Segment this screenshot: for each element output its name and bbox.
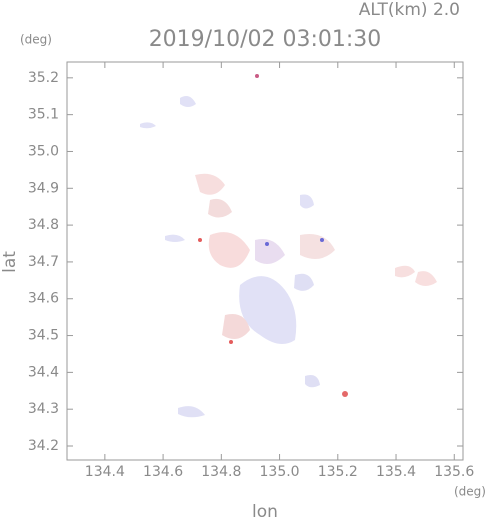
y-tick-label: 35.0 <box>28 143 59 159</box>
axes: 134.4 134.6 134.8 135.0 135.2 135.4 135.6 34.2 3… <box>28 62 474 480</box>
y-tick-label: 34.8 <box>28 217 59 233</box>
y-axis-label: lat <box>0 251 20 273</box>
annotation: ALT(km) 2.0 <box>359 0 460 20</box>
x-unit: (deg) <box>454 485 486 499</box>
y-unit: (deg) <box>20 33 52 47</box>
y-tick-label: 34.2 <box>28 438 59 454</box>
y-tick-label: 34.4 <box>28 364 59 380</box>
chart-title: 2019/10/02 03:01:30 <box>149 27 382 52</box>
x-tick-label: 134.4 <box>85 464 125 480</box>
x-tick-label: 135.0 <box>260 464 300 480</box>
x-tick-label: 134.8 <box>201 464 241 480</box>
x-tick-label: 135.4 <box>376 464 416 480</box>
y-tick-label: 34.7 <box>28 254 59 270</box>
echo-field <box>140 74 437 418</box>
y-tick-label: 34.9 <box>28 180 59 196</box>
y-tick-label: 34.6 <box>28 291 59 307</box>
plot-frame <box>66 61 464 461</box>
y-tick-label: 34.3 <box>28 401 59 417</box>
y-tick-label: 35.2 <box>28 70 59 86</box>
x-tick-label: 134.6 <box>143 464 183 480</box>
x-axis-label: lon <box>252 502 278 521</box>
x-tick-label: 135.2 <box>318 464 358 480</box>
y-tick-label: 34.5 <box>28 328 59 344</box>
y-tick-label: 35.1 <box>28 107 59 123</box>
x-tick-label: 135.6 <box>434 464 474 480</box>
